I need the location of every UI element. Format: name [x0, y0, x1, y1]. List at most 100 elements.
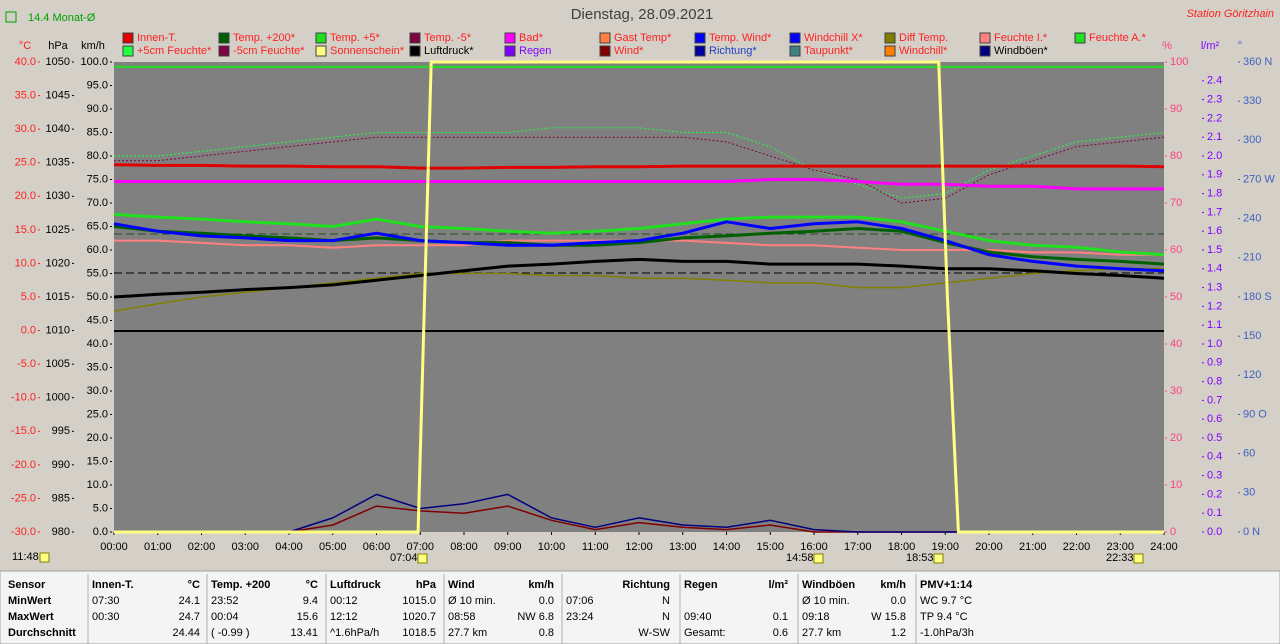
- y-tick-label: 75.0: [87, 173, 108, 185]
- y-tick-label: 120: [1243, 369, 1261, 381]
- table-cell: 15.6: [297, 611, 318, 623]
- legend-label: Feuchte A.*: [1089, 32, 1147, 44]
- legend-swatch: [504, 32, 516, 44]
- legend-swatch: [315, 45, 327, 57]
- axis-title: °: [1238, 40, 1242, 52]
- y-tick-label: -15.0: [11, 425, 36, 437]
- axis-title: km/h: [81, 40, 105, 52]
- table-cell: 07:06: [566, 595, 594, 607]
- series-line: [113, 212, 1165, 257]
- y-tick-label: 1025: [46, 224, 70, 236]
- y-tick-label: 1.9: [1207, 169, 1222, 181]
- legend-swatch: [599, 45, 611, 57]
- y-tick-label: 85.0: [87, 126, 108, 138]
- y-tick-label: 2.1: [1207, 131, 1222, 143]
- y-tick-label: 1000: [46, 392, 70, 404]
- table-header: Sensor: [8, 579, 46, 591]
- marker-icon: [1133, 553, 1144, 564]
- legend-label: Richtung*: [709, 45, 757, 57]
- y-tick-label: 1.8: [1207, 188, 1222, 200]
- y-tick-label: 30.0: [15, 123, 36, 135]
- legend-label: Gast Temp*: [614, 32, 672, 44]
- marker-icon: [417, 553, 428, 564]
- y-tick-label: 20.0: [87, 432, 108, 444]
- table-cell: 07:30: [92, 595, 120, 607]
- y-tick-label: 45.0: [87, 314, 108, 326]
- legend-swatch: [789, 32, 801, 44]
- y-tick-label: 1005: [46, 358, 70, 370]
- table-cell: TP 9.4 °C: [920, 611, 968, 623]
- table-cell: 24.44: [172, 627, 200, 639]
- legend-label: Temp. +5*: [330, 32, 381, 44]
- y-tick-label: 150: [1243, 330, 1261, 342]
- y-tick-label: 0.8: [1207, 376, 1222, 388]
- x-tick-label: 02:00: [188, 541, 216, 553]
- y-tick-label: 80.0: [87, 150, 108, 162]
- plot-area: [114, 62, 1164, 532]
- legend-swatch: [884, 32, 896, 44]
- table-header: MinWert: [8, 595, 52, 607]
- series-line: [114, 60, 1164, 534]
- stats-panel: [0, 570, 1280, 644]
- table-cell: NW 6.8: [517, 611, 554, 623]
- y-tick-label: 2.0: [1207, 150, 1222, 162]
- table-header: hPa: [416, 579, 437, 591]
- y-tick-label: 0 N: [1243, 526, 1260, 538]
- marker-icon: [39, 552, 50, 563]
- x-tick-label: 10:00: [538, 541, 566, 553]
- y-tick-label: 25.0: [15, 157, 36, 169]
- table-header: MaxWert: [8, 611, 54, 623]
- station: Station Göritzhain: [1187, 8, 1274, 20]
- table-cell: 27.7 km: [448, 627, 487, 639]
- table-header: Durchschnitt: [8, 627, 76, 639]
- table-cell: 13.41: [290, 627, 318, 639]
- table-header: l/m²: [768, 579, 788, 591]
- x-tick-label: 17:00: [844, 541, 872, 553]
- table-cell: 12:12: [330, 611, 358, 623]
- y-tick-label: 1010: [46, 324, 70, 336]
- table-cell: 1018.5: [402, 627, 436, 639]
- table-cell: WC 9.7 °C: [920, 595, 972, 607]
- x-tick-label: 24:00: [1150, 541, 1178, 553]
- legend-label: Temp. Wind*: [709, 32, 772, 44]
- y-tick-label: 80: [1170, 150, 1182, 162]
- y-tick-label: 2.3: [1207, 94, 1222, 106]
- legend-swatch: [694, 45, 706, 57]
- y-tick-label: 35.0: [87, 361, 108, 373]
- y-tick-label: 100.0: [80, 56, 108, 68]
- legend-swatch: [504, 45, 516, 57]
- y-tick-label: 1045: [46, 89, 70, 101]
- y-tick-label: 985: [52, 492, 70, 504]
- legend-swatch: [218, 45, 230, 57]
- y-tick-label: 1.1: [1207, 319, 1222, 331]
- time-marker: 11:48: [12, 551, 39, 563]
- x-tick-label: 12:00: [625, 541, 653, 553]
- series-line: [114, 178, 1164, 191]
- table-header: Richtung: [622, 579, 670, 591]
- table-cell: 08:58: [448, 611, 476, 623]
- month-icon: [5, 11, 17, 23]
- table-cell: 00:12: [330, 595, 358, 607]
- table-cell: N: [662, 595, 670, 607]
- table-cell: 0.6: [773, 627, 788, 639]
- x-tick-label: 16:00: [800, 541, 828, 553]
- legend-label: Regen: [519, 45, 551, 57]
- table-cell: 1015.0: [402, 595, 436, 607]
- y-tick-label: 90 O: [1243, 408, 1267, 420]
- x-tick-label: 14:00: [713, 541, 741, 553]
- series-line: [113, 225, 1165, 266]
- legend-label: Feuchte I.*: [994, 32, 1048, 44]
- y-tick-label: 70: [1170, 197, 1182, 209]
- series-line: [113, 220, 1165, 273]
- legend-label: Luftdruck*: [424, 45, 474, 57]
- y-tick-label: 30: [1243, 487, 1255, 499]
- x-tick-label: 04:00: [275, 541, 303, 553]
- time-marker: 07:04: [390, 552, 418, 564]
- y-tick-label: 240: [1243, 213, 1261, 225]
- table-cell: ( -0.99 ): [211, 627, 250, 639]
- y-tick-label: 0: [1170, 526, 1176, 538]
- y-tick-label: 40.0: [87, 338, 108, 350]
- table-cell: 24.1: [179, 595, 200, 607]
- legend-swatch: [122, 32, 134, 44]
